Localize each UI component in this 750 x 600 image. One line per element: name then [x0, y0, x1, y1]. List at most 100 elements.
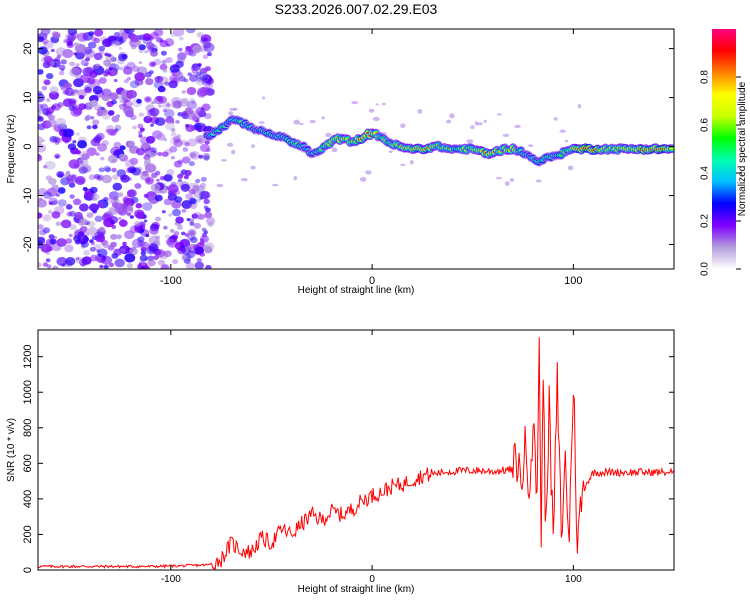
- noise-blob: [86, 212, 94, 219]
- noise-blob: [48, 177, 57, 186]
- noise-blob: [162, 68, 168, 73]
- noise-blob: [360, 177, 367, 182]
- noise-blob: [187, 138, 198, 147]
- noise-blob: [43, 40, 54, 49]
- noise-blob: [191, 100, 196, 104]
- noise-blob: [409, 160, 414, 165]
- noise-blob: [140, 250, 147, 256]
- noise-blob: [181, 200, 192, 209]
- noise-blob: [56, 171, 65, 178]
- y-tick-label: 0: [22, 143, 34, 149]
- noise-blob: [40, 241, 51, 250]
- noise-blob: [89, 186, 98, 194]
- noise-blob: [143, 219, 148, 223]
- noise-blob: [49, 238, 57, 245]
- noise-blob: [94, 134, 103, 142]
- noise-blob: [38, 224, 44, 230]
- noise-blob: [84, 84, 93, 92]
- noise-blob: [105, 167, 111, 173]
- noise-blob: [101, 93, 111, 102]
- noise-blob: [80, 59, 89, 67]
- noise-blob: [181, 156, 191, 164]
- noise-blob: [122, 205, 134, 215]
- noise-blob: [180, 247, 187, 253]
- noise-blob: [173, 139, 183, 148]
- noise-blob: [45, 258, 51, 263]
- noise-blob: [110, 241, 117, 248]
- noise-blob: [177, 159, 184, 165]
- noise-blob: [38, 155, 41, 159]
- noise-blob: [129, 80, 140, 89]
- y-tick-label: -20: [22, 237, 34, 253]
- noise-blob: [41, 85, 48, 91]
- noise-blob: [79, 203, 89, 212]
- noise-blob: [110, 233, 118, 240]
- colorbar-gradient: [712, 29, 736, 269]
- noise-blob: [108, 195, 118, 204]
- noise-blob: [189, 97, 195, 103]
- noise-blob: [157, 85, 166, 93]
- noise-blob: [181, 231, 186, 236]
- noise-blob: [194, 261, 204, 269]
- noise-blob: [46, 107, 55, 114]
- noise-blob: [118, 46, 123, 50]
- noise-blob: [203, 198, 210, 205]
- noise-blob: [119, 245, 131, 255]
- noise-blob: [182, 147, 189, 152]
- noise-blob: [170, 31, 177, 37]
- noise-blob: [56, 256, 68, 266]
- noise-blob: [202, 153, 211, 160]
- noise-blob: [38, 188, 48, 197]
- noise-blob: [42, 30, 47, 34]
- noise-blob: [200, 86, 212, 96]
- noise-blob: [190, 66, 196, 71]
- colorbar-tick-label: 0.4: [700, 166, 711, 180]
- noise-blob: [192, 63, 199, 69]
- noise-blob: [99, 226, 105, 232]
- noise-blob: [129, 157, 139, 165]
- noise-blob: [496, 113, 502, 116]
- noise-blob: [185, 107, 192, 113]
- noise-blob: [181, 90, 187, 94]
- noise-blob: [184, 233, 189, 237]
- noise-blob: [137, 212, 145, 219]
- noise-blob: [203, 205, 208, 209]
- noise-blob: [115, 35, 124, 42]
- noise-blob: [293, 119, 300, 125]
- noise-blob: [50, 48, 55, 53]
- noise-blob: [69, 194, 75, 199]
- noise-blob: [172, 259, 179, 265]
- noise-blob: [112, 201, 119, 208]
- noise-blob: [141, 262, 146, 266]
- noise-blob: [65, 257, 76, 266]
- noise-blob: [351, 101, 359, 105]
- noise-blob: [299, 122, 304, 126]
- noise-blob: [52, 265, 59, 269]
- noise-blob: [40, 243, 52, 253]
- noise-blob: [185, 193, 194, 200]
- noise-blob: [88, 41, 97, 49]
- noise-blob: [100, 106, 105, 111]
- noise-blob: [139, 254, 148, 262]
- noise-blob: [97, 248, 108, 258]
- noise-blob: [48, 201, 54, 205]
- noise-blob: [112, 174, 119, 180]
- noise-blob: [66, 170, 70, 175]
- noise-blob: [470, 125, 475, 130]
- noise-blob: [109, 208, 116, 214]
- noise-blob: [186, 87, 197, 95]
- noise-blob: [101, 255, 112, 265]
- noise-blob: [122, 241, 127, 246]
- noise-blob: [148, 243, 159, 252]
- noise-blob: [125, 159, 136, 168]
- x-tick-label: 100: [564, 275, 582, 287]
- noise-blob: [151, 221, 160, 230]
- noise-blob: [138, 130, 143, 135]
- noise-blob: [48, 197, 58, 206]
- noise-blob: [132, 125, 137, 130]
- noise-blob: [262, 96, 266, 100]
- noise-blob: [46, 119, 57, 128]
- noise-blob: [130, 34, 140, 43]
- x-tick-label: 0: [369, 275, 375, 287]
